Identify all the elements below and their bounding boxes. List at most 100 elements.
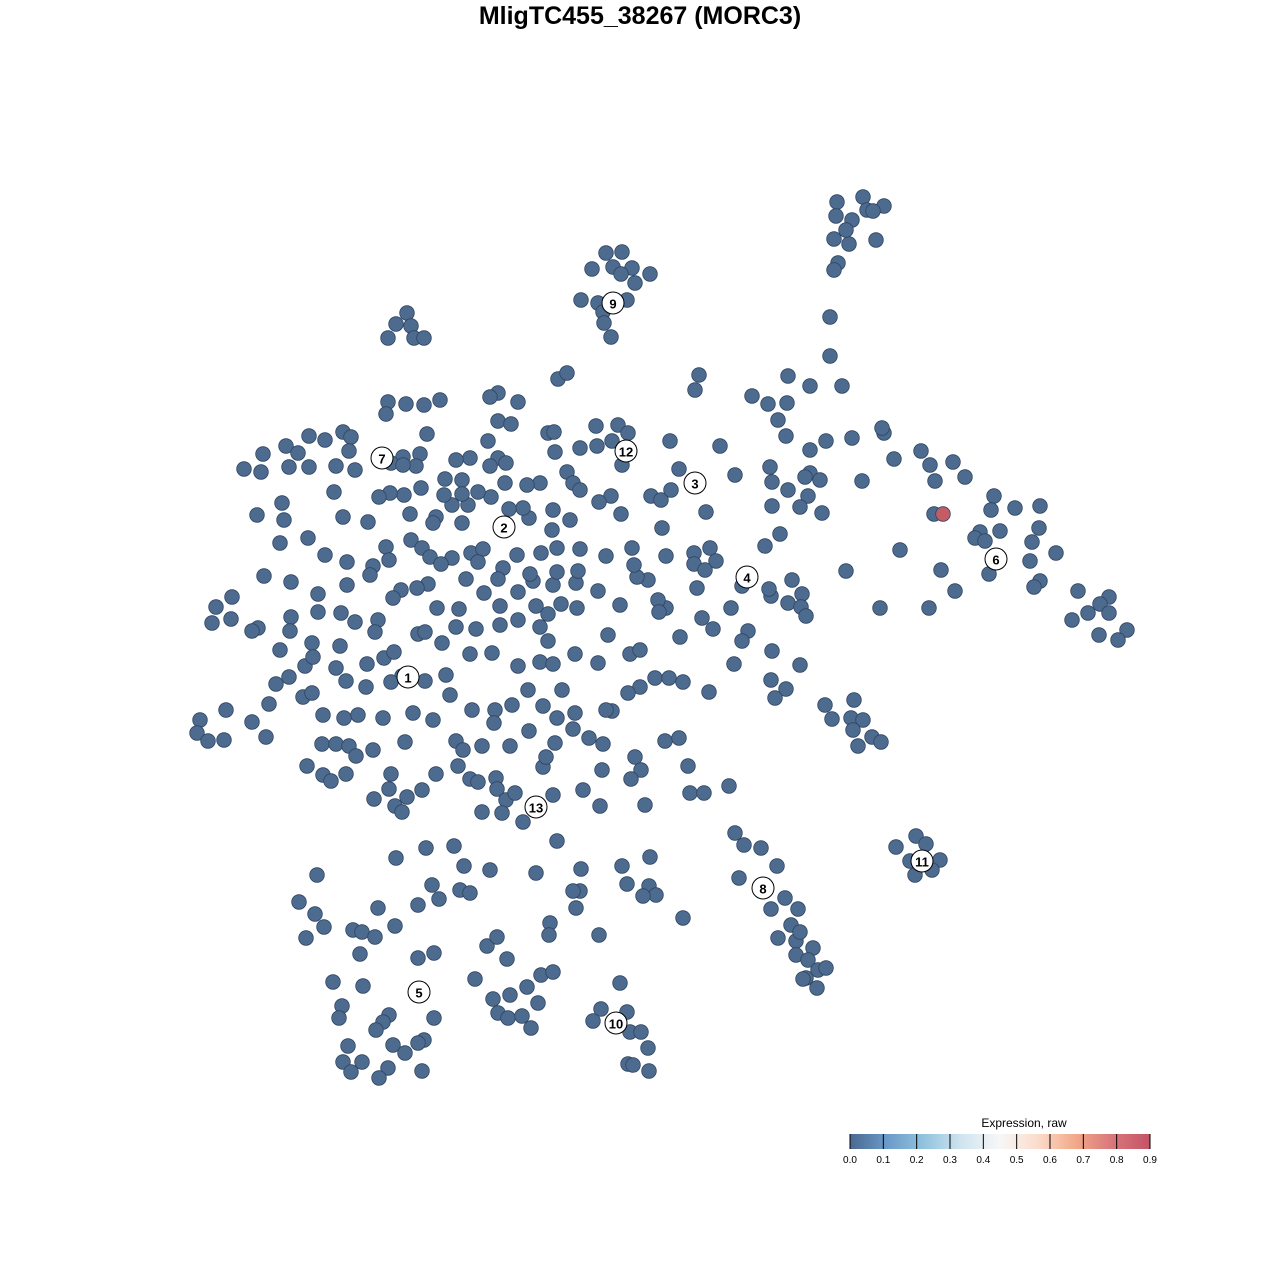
- cluster-label: 4: [735, 565, 759, 589]
- data-point: [1024, 534, 1040, 550]
- data-point: [603, 329, 619, 345]
- data-point: [402, 506, 418, 522]
- cluster-label: 5: [407, 980, 431, 1004]
- data-point: [458, 571, 474, 587]
- data-point: [633, 1024, 649, 1040]
- data-point: [510, 584, 526, 600]
- data-point: [633, 762, 649, 778]
- data-point: [218, 702, 234, 718]
- cluster-label: 8: [751, 876, 775, 900]
- data-point: [301, 428, 317, 444]
- data-point: [416, 330, 432, 346]
- data-point: [591, 927, 607, 943]
- data-point: [332, 638, 348, 654]
- data-point: [651, 604, 667, 620]
- cluster-label-text: 1: [404, 671, 411, 686]
- data-point: [484, 645, 500, 661]
- data-point: [795, 971, 811, 987]
- data-point: [315, 707, 331, 723]
- data-point: [410, 897, 426, 913]
- data-point: [549, 540, 565, 556]
- data-point: [343, 1064, 359, 1080]
- data-point: [300, 530, 316, 546]
- data-point: [675, 910, 691, 926]
- data-point: [760, 396, 776, 412]
- data-point: [396, 487, 412, 503]
- data-point: [838, 563, 854, 579]
- data-point: [249, 507, 265, 523]
- data-point: [922, 457, 938, 473]
- data-point: [371, 1070, 387, 1086]
- cluster-label: 3: [683, 471, 707, 495]
- data-point: [354, 1054, 370, 1070]
- data-point: [957, 469, 973, 485]
- data-point: [691, 367, 707, 383]
- data-point: [350, 707, 366, 723]
- data-point: [283, 609, 299, 625]
- data-point: [983, 502, 999, 518]
- data-point: [362, 567, 378, 583]
- data-point: [290, 445, 306, 461]
- data-point: [365, 742, 381, 758]
- data-point: [492, 617, 508, 633]
- data-point: [278, 438, 294, 454]
- data-point: [680, 758, 696, 774]
- colorbar-tick-label: 0.4: [976, 1155, 990, 1166]
- data-point: [888, 839, 904, 855]
- data-point: [437, 471, 453, 487]
- data-point: [598, 548, 614, 564]
- data-point: [314, 736, 330, 752]
- cluster-label-text: 5: [415, 986, 422, 1001]
- data-point: [642, 266, 658, 282]
- data-point: [258, 729, 274, 745]
- data-point: [661, 670, 677, 686]
- cluster-label: 6: [984, 547, 1008, 571]
- data-point: [913, 443, 929, 459]
- data-point: [316, 919, 332, 935]
- data-point: [281, 459, 297, 475]
- data-point: [434, 635, 450, 651]
- data-point: [757, 538, 773, 554]
- points-layer: [189, 189, 1135, 1086]
- data-point: [310, 604, 326, 620]
- data-point: [417, 673, 433, 689]
- data-point: [310, 586, 326, 602]
- data-point: [736, 837, 752, 853]
- data-point: [731, 870, 747, 886]
- data-point: [584, 261, 600, 277]
- data-point: [613, 506, 629, 522]
- data-point: [822, 309, 838, 325]
- cluster-label-badge: [601, 291, 625, 315]
- data-point: [541, 927, 557, 943]
- data-point: [328, 660, 344, 676]
- data-point: [482, 458, 498, 474]
- data-point: [559, 365, 575, 381]
- data-point: [784, 572, 800, 588]
- data-point: [367, 929, 383, 945]
- data-point: [549, 833, 565, 849]
- data-point: [874, 420, 890, 436]
- data-point: [589, 438, 605, 454]
- data-point: [1064, 612, 1080, 628]
- colorbar-legend: Expression, raw 0.0 0.1 0.2 0.3 0.4 0.5 0.6 0.7…: [843, 1116, 1157, 1166]
- data-point: [323, 773, 339, 789]
- data-point: [565, 883, 581, 899]
- colorbar-tick-label: 0.6: [1043, 1155, 1057, 1166]
- data-point: [507, 785, 523, 801]
- data-point: [846, 692, 862, 708]
- data-point: [727, 825, 743, 841]
- data-point: [510, 612, 526, 628]
- data-point: [553, 596, 569, 612]
- data-point: [462, 885, 478, 901]
- data-point: [268, 676, 284, 692]
- data-point: [594, 762, 610, 778]
- data-point: [476, 585, 492, 601]
- data-point: [763, 901, 779, 917]
- data-point: [189, 725, 205, 741]
- data-point: [355, 978, 371, 994]
- data-point: [367, 624, 383, 640]
- data-point: [497, 475, 513, 491]
- data-point: [841, 236, 857, 252]
- data-point: [381, 781, 397, 797]
